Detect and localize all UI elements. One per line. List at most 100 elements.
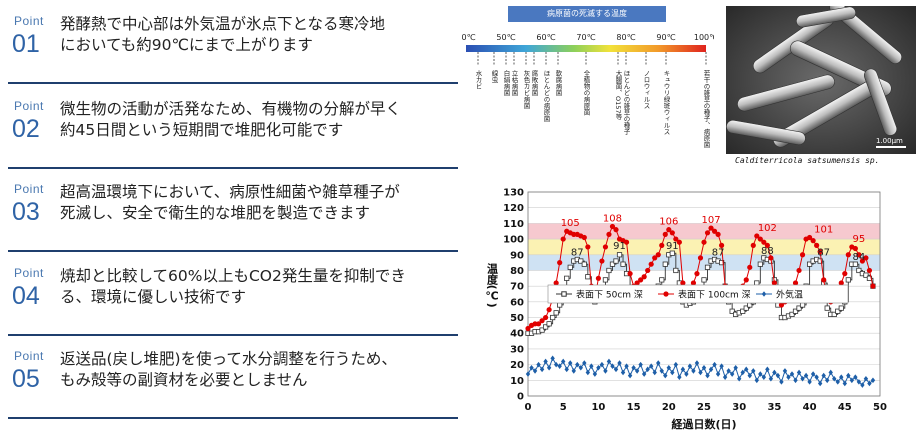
point-item-04: Point 04 焼却と比較して60%以上もCO2発生量を抑制でき る、環境に優… bbox=[8, 260, 458, 336]
temp-tick-label: 40℃ bbox=[462, 33, 476, 42]
chart-point-100cm bbox=[764, 242, 770, 248]
chart-point-50cm bbox=[620, 261, 626, 267]
bacteria-micrograph-image: 1.00μm bbox=[726, 6, 916, 154]
chart-point-outdoor bbox=[853, 374, 858, 380]
point-label: Point bbox=[14, 349, 44, 363]
chart-y-tick-label: 10 bbox=[510, 376, 524, 387]
chart-point-100cm bbox=[792, 280, 799, 286]
chart-point-50cm bbox=[669, 250, 675, 256]
temp-pathogen-label: 線虫 bbox=[490, 69, 498, 85]
chart-point-50cm bbox=[704, 264, 711, 270]
chart-y-tick-label: 80 bbox=[510, 266, 524, 277]
chart-point-100cm bbox=[711, 228, 718, 234]
chart-point-outdoor bbox=[856, 379, 862, 385]
chart-x-tick-label: 40 bbox=[803, 402, 817, 413]
chart-legend-box bbox=[547, 284, 849, 304]
chart-point-100cm bbox=[821, 277, 827, 283]
chart-point-50cm bbox=[863, 272, 869, 278]
temp-pathogen-label: ノロウィルス bbox=[642, 70, 650, 109]
chart-point-outdoor bbox=[634, 368, 640, 374]
chart-point-outdoor bbox=[754, 377, 759, 384]
chart-point-100cm bbox=[810, 238, 816, 244]
chart-point-50cm bbox=[718, 260, 725, 266]
chart-peak-label-50cm: 84 bbox=[853, 252, 866, 263]
chart-point-100cm bbox=[546, 307, 552, 313]
chart-legend-marker bbox=[761, 291, 767, 297]
chart-legend-marker bbox=[663, 291, 669, 297]
chart-x-tick-label: 30 bbox=[732, 402, 746, 413]
chart-x-tick-label: 45 bbox=[838, 402, 852, 413]
chart-point-100cm bbox=[599, 258, 605, 264]
chart-point-100cm bbox=[814, 242, 820, 248]
point-label: Point bbox=[14, 14, 44, 28]
chart-point-50cm bbox=[856, 267, 862, 274]
chart-point-outdoor bbox=[768, 375, 774, 382]
chart-point-100cm bbox=[525, 325, 531, 332]
chart-point-100cm bbox=[609, 223, 616, 230]
point-number: 02 bbox=[12, 115, 40, 143]
chart-point-outdoor bbox=[582, 360, 587, 366]
chart-point-50cm bbox=[613, 258, 619, 264]
temp-scale-diagram: 40℃ 50℃ 60℃ 70℃ 80℃ 90℃ 100℃ 水カビ線虫白絹病菌立枯病菌灰色カビ… bbox=[462, 33, 714, 149]
chart-point-100cm bbox=[543, 314, 549, 321]
chart-point-100cm bbox=[634, 280, 640, 286]
chart-point-outdoor bbox=[712, 361, 717, 368]
chart-point-100cm bbox=[715, 231, 721, 237]
chart-point-50cm bbox=[824, 305, 830, 311]
chart-point-outdoor bbox=[617, 360, 622, 366]
chart-point-100cm bbox=[817, 249, 823, 255]
chart-point-50cm bbox=[754, 280, 760, 286]
chart-point-50cm bbox=[578, 258, 584, 264]
chart-point-outdoor bbox=[765, 366, 770, 373]
temp-tick-label: 80℃ bbox=[616, 33, 635, 42]
chart-legend-label: 外気温 bbox=[776, 289, 803, 301]
chart-y-tick-label: 50 bbox=[510, 313, 524, 324]
chart-point-100cm bbox=[796, 267, 802, 274]
chart-temp-band bbox=[528, 239, 880, 255]
chart-point-50cm bbox=[557, 302, 563, 308]
chart-point-100cm bbox=[694, 271, 700, 277]
chart-point-100cm bbox=[652, 255, 658, 261]
chart-point-100cm bbox=[852, 245, 858, 252]
chart-point-100cm bbox=[757, 236, 763, 242]
chart-peak-label-100cm: 107 bbox=[701, 215, 720, 226]
chart-point-100cm bbox=[859, 258, 865, 264]
point-item-02: Point 02 微生物の活動が活発なため、有機物の分解が早く 約45日間という… bbox=[8, 93, 458, 169]
chart-point-outdoor bbox=[673, 361, 679, 368]
chart-point-100cm bbox=[595, 275, 601, 281]
chart-point-50cm bbox=[838, 305, 844, 311]
chart-point-100cm bbox=[645, 267, 651, 274]
chart-point-100cm bbox=[602, 244, 609, 250]
chart-x-tick-label: 10 bbox=[591, 402, 605, 413]
chart-point-50cm bbox=[796, 305, 802, 311]
chart-point-100cm bbox=[680, 280, 686, 286]
chart-point-outdoor bbox=[691, 368, 696, 374]
chart-peak-label-50cm: 88 bbox=[761, 246, 774, 257]
chart-point-50cm bbox=[673, 267, 679, 274]
point-label: Point bbox=[14, 266, 44, 280]
chart-point-100cm bbox=[662, 231, 668, 237]
chart-point-100cm bbox=[838, 280, 844, 286]
bacteria-micrograph: 1.00μm bbox=[726, 6, 916, 154]
chart-y-tick-label: 130 bbox=[503, 188, 524, 199]
chart-point-50cm bbox=[546, 321, 552, 327]
chart-point-100cm bbox=[842, 271, 848, 277]
chart-point-outdoor bbox=[722, 374, 728, 380]
chart-peak-label-100cm: 108 bbox=[603, 214, 622, 225]
chart-point-outdoor bbox=[536, 361, 541, 368]
point-label: Point bbox=[14, 99, 44, 113]
chart-point-outdoor bbox=[525, 371, 531, 377]
point-item-01: Point 01 発酵熱で中心部は外気温が氷点下となる寒冷地 においても約90℃… bbox=[8, 8, 458, 84]
chart-peak-label-50cm: 87 bbox=[817, 247, 830, 258]
photo-caption: Calditerricola satsumensis sp. bbox=[735, 156, 880, 165]
chart-point-100cm bbox=[866, 267, 873, 274]
chart-point-outdoor bbox=[867, 380, 872, 387]
chart-point-outdoor bbox=[832, 375, 837, 382]
chart-point-100cm bbox=[638, 277, 644, 283]
temp-tick-label: 90℃ bbox=[656, 33, 675, 42]
point-text: 超高温環境下において、病原性細菌や雑草種子が 死滅し、安全で衛生的な堆肥を製造で… bbox=[60, 183, 400, 222]
chart-point-50cm bbox=[852, 261, 858, 267]
chart-legend-label: 表面下 50cm 深 bbox=[576, 289, 643, 301]
temp-pathogen-label: ほとんどの病原菌 bbox=[542, 70, 550, 124]
temp-pathogen-label: 白絹病菌 bbox=[502, 69, 510, 98]
